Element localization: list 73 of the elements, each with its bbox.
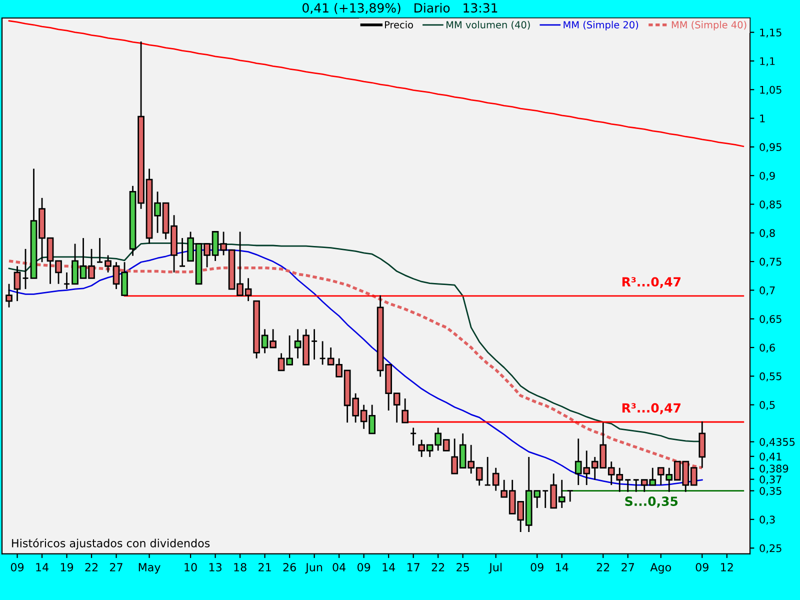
candlestick: [632, 479, 640, 493]
x-tick-label: 18: [234, 563, 246, 572]
x-tick-label: 09: [696, 563, 708, 572]
candlestick: [6, 283, 12, 308]
candlestick: [22, 248, 29, 290]
x-tick-label: 09: [10, 563, 24, 572]
x-tick-label: 10: [184, 563, 197, 572]
candlestick: [492, 467, 500, 492]
chart-title: 0,41 (+13,89%) Diario 13:31: [302, 2, 498, 14]
x-tick-label: 21: [258, 563, 271, 572]
y-tick-label: 1: [760, 114, 765, 122]
candlestick: [484, 456, 492, 486]
candlestick: [402, 398, 409, 424]
y-tick-label: 0,37: [760, 476, 782, 484]
x-tick-label: Jul: [488, 562, 502, 574]
candlestick: [96, 237, 104, 263]
x-tick-label: 27: [110, 563, 122, 572]
candlestick: [63, 272, 70, 290]
y-tick-label: 0,5: [760, 401, 775, 410]
y-tick-label: 0,6: [760, 344, 775, 353]
annotation: R³...0,47: [622, 277, 680, 288]
y-tick-label: 0,65: [760, 315, 782, 324]
line-series: [8, 20, 744, 148]
x-tick-label: 14: [382, 563, 396, 572]
y-tick-label: 0,35: [760, 486, 782, 496]
x-tick-label: 12: [721, 563, 733, 572]
y-tick-label: 0,41: [760, 452, 782, 462]
y-tick-label: 0,9: [760, 172, 775, 181]
y-tick-label: 1,15: [760, 28, 782, 38]
candlestick: [410, 427, 417, 446]
y-tick-label: 0,85: [760, 200, 782, 210]
legend-label: MM volumen (40): [446, 20, 530, 30]
y-tick-label: 0,4355: [760, 438, 795, 447]
y-tick-label: 0,8: [760, 229, 775, 238]
x-tick-label: 22: [85, 563, 98, 572]
y-tick-label: 0,95: [760, 143, 782, 152]
x-tick-label: 09: [530, 563, 544, 572]
legend-label: Precio: [385, 20, 413, 28]
annotation: S...0,35: [625, 496, 678, 508]
x-tick-label: 25: [456, 563, 469, 572]
annotation: R³...0,47: [622, 403, 680, 414]
y-tick-label: 0,55: [760, 372, 782, 382]
x-tick-label: 22: [596, 563, 610, 572]
x-tick-label: 13: [209, 563, 222, 572]
x-tick-label: Jun: [305, 563, 322, 574]
x-tick-label: 09: [357, 563, 370, 572]
x-tick-label: 22: [432, 563, 444, 572]
x-tick-label: 14: [556, 563, 568, 572]
candlestick: [319, 340, 326, 366]
x-tick-label: 19: [60, 563, 74, 572]
annotation: Históricos ajustados con dividendos: [12, 538, 210, 550]
y-tick-label: 1,05: [760, 86, 782, 95]
y-tick-label: 0,25: [760, 544, 782, 554]
x-tick-label: 26: [283, 563, 296, 572]
candlestick: [566, 490, 574, 502]
x-tick-label: May: [138, 563, 160, 574]
y-tick-label: 0,389: [760, 464, 788, 474]
candlestick: [178, 237, 186, 267]
x-tick-label: Ago: [650, 563, 671, 574]
y-tick-label: 0,3: [760, 516, 775, 525]
y-tick-label: 0,75: [760, 258, 782, 267]
candlestick: [624, 479, 632, 493]
candlestick: [310, 328, 318, 360]
candlestick: [542, 490, 549, 509]
x-tick-label: 04: [332, 563, 346, 572]
legend-label: MM (Simple 20): [564, 20, 638, 30]
x-tick-label: 14: [36, 563, 48, 572]
candlestick: [14, 265, 21, 302]
legend-label: MM (Simple 40): [672, 20, 746, 30]
x-tick-label: 27: [622, 563, 634, 572]
y-tick-label: 0,7: [760, 286, 775, 296]
x-tick-label: 17: [407, 563, 420, 572]
y-tick-label: 1,1: [760, 57, 775, 66]
